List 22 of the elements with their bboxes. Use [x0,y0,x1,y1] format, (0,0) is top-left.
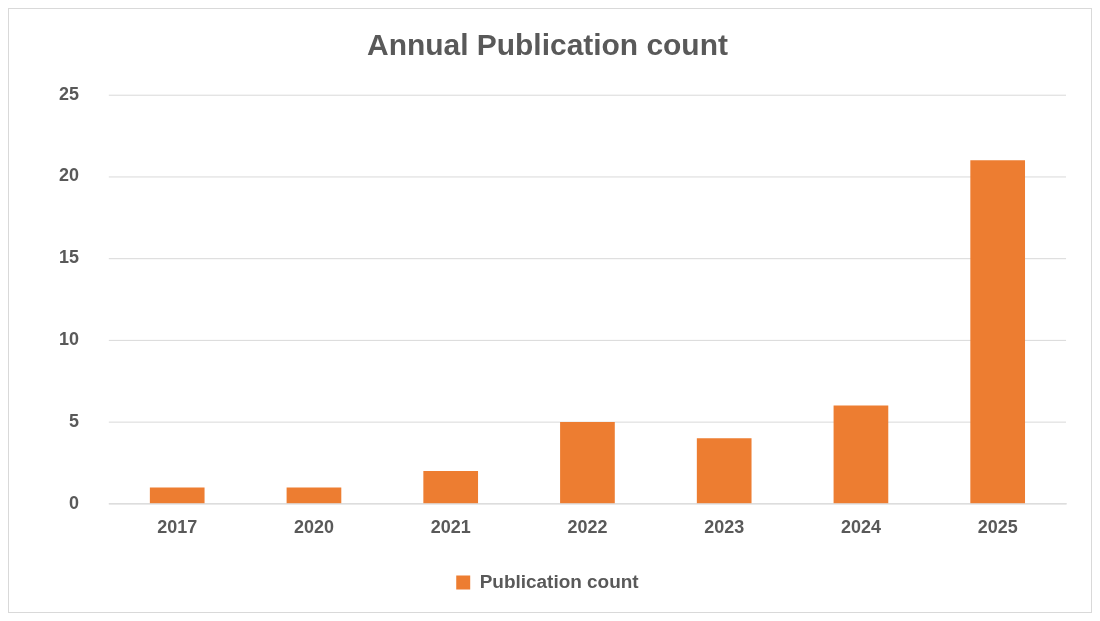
y-tick-label: 20 [58,165,79,186]
x-tick-label: 2024 [840,517,881,538]
y-tick-label: 10 [58,329,79,350]
y-tick-label: 25 [58,83,79,104]
bar [423,471,479,504]
y-tick-label: 15 [58,247,79,268]
chart-title: Annual Publication count [367,28,728,62]
bar [696,438,752,504]
x-tick-label: 2022 [567,517,608,538]
legend-label: Publication count [479,570,640,592]
x-tick-label: 2021 [430,517,471,538]
x-tick-label: 2017 [157,517,198,538]
bar [560,421,615,504]
x-tick-label: 2025 [977,517,1018,538]
y-tick-label: 0 [68,492,79,513]
bar [833,405,889,504]
bar [970,160,1026,504]
x-tick-label: 2020 [293,517,334,538]
y-tick-label: 5 [68,410,79,431]
x-tick-label: 2023 [704,517,745,538]
bar [286,487,342,504]
bar [149,487,205,504]
